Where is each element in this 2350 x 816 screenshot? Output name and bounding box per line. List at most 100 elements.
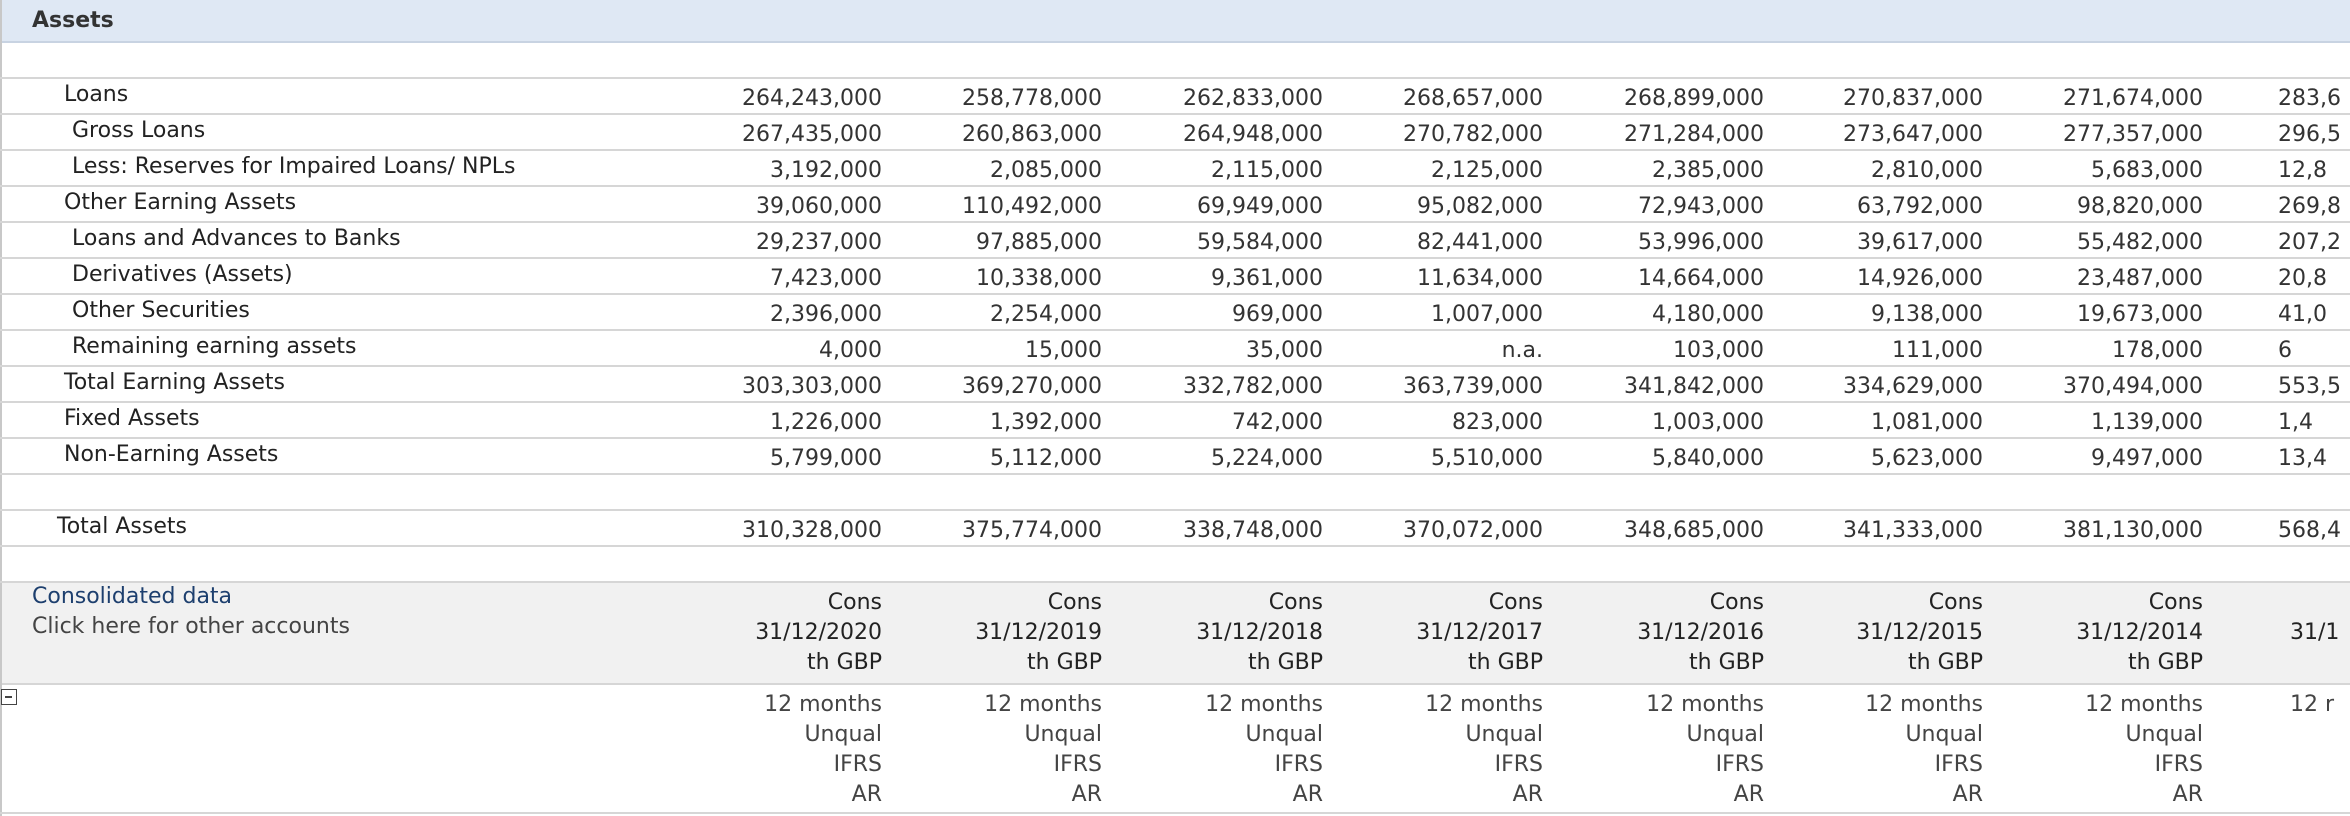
- row-divider: [0, 365, 2350, 367]
- column-head: Cons: [827, 590, 882, 615]
- cell-value: 2,085,000: [990, 158, 1102, 183]
- cell-value: 262,833,000: [1183, 86, 1323, 111]
- cell-value: 29,237,000: [756, 230, 882, 255]
- collapse-icon[interactable]: [1, 689, 17, 705]
- cell-value: 264,948,000: [1183, 122, 1323, 147]
- column-detail: IFRS: [2154, 752, 2203, 777]
- column-head: th GBP: [1027, 650, 1102, 675]
- column-detail: IFRS: [1494, 752, 1543, 777]
- cell-value: 72,943,000: [1638, 194, 1764, 219]
- cell-value: 823,000: [1452, 410, 1543, 435]
- column-detail: IFRS: [1053, 752, 1102, 777]
- column-detail: AR: [851, 782, 882, 807]
- cell-value: 2,125,000: [1431, 158, 1543, 183]
- cell-value: 23,487,000: [2077, 266, 2203, 291]
- cell-value: 1,392,000: [990, 410, 1102, 435]
- cell-value-cut: 41,0: [2278, 302, 2327, 327]
- column-head: Cons: [1488, 590, 1543, 615]
- cell-value: 273,647,000: [1843, 122, 1983, 147]
- column-detail: 12 months: [764, 692, 882, 717]
- column-detail: AR: [1733, 782, 1764, 807]
- column-head: Cons: [1047, 590, 1102, 615]
- cell-value: 5,683,000: [2091, 158, 2203, 183]
- column-head: Cons: [1268, 590, 1323, 615]
- cell-value: 97,885,000: [976, 230, 1102, 255]
- cell-value: 2,385,000: [1652, 158, 1764, 183]
- column-detail: 12 months: [1865, 692, 1983, 717]
- row-divider: [0, 149, 2350, 151]
- cell-value: 270,837,000: [1843, 86, 1983, 111]
- cell-value: 370,494,000: [2063, 374, 2203, 399]
- row-label: Other Earning Assets: [64, 190, 297, 215]
- cell-value-cut: 6: [2278, 338, 2292, 363]
- column-head: th GBP: [807, 650, 882, 675]
- column-head: 31/12/2016: [1637, 620, 1764, 645]
- column-head: Cons: [2148, 590, 2203, 615]
- cell-value: 341,333,000: [1843, 518, 1983, 543]
- consolidated-link[interactable]: Consolidated data: [32, 584, 233, 609]
- column-detail: AR: [2172, 782, 2203, 807]
- cell-value-cut: 13,4: [2278, 446, 2327, 471]
- section-title: Assets: [32, 8, 114, 33]
- cell-value: 264,243,000: [742, 86, 882, 111]
- column-detail: Unqual: [1024, 722, 1102, 747]
- column-detail: 12 months: [1205, 692, 1323, 717]
- row-label: Gross Loans: [72, 118, 206, 143]
- other-accounts-link[interactable]: Click here for other accounts: [32, 614, 350, 639]
- cell-value: 5,799,000: [770, 446, 882, 471]
- cell-value: 348,685,000: [1624, 518, 1764, 543]
- column-head: 31/12/2019: [975, 620, 1102, 645]
- column-head: Cons: [1709, 590, 1764, 615]
- column-detail: 12 months: [984, 692, 1102, 717]
- cell-value: 267,435,000: [742, 122, 882, 147]
- cell-value-cut: 20,8: [2278, 266, 2327, 291]
- cell-value: 98,820,000: [2077, 194, 2203, 219]
- cell-value: 338,748,000: [1183, 518, 1323, 543]
- bottom-border: [0, 812, 2350, 814]
- row-divider: [0, 77, 2350, 79]
- cell-value: 19,673,000: [2077, 302, 2203, 327]
- column-head: th GBP: [2128, 650, 2203, 675]
- cell-value: 369,270,000: [962, 374, 1102, 399]
- column-head: 31/12/2014: [2076, 620, 2203, 645]
- cell-value: 2,396,000: [770, 302, 882, 327]
- column-detail: 12 months: [1646, 692, 1764, 717]
- cell-value: 103,000: [1673, 338, 1764, 363]
- cell-value: 1,007,000: [1431, 302, 1543, 327]
- cell-value: 110,492,000: [962, 194, 1102, 219]
- cell-value: 35,000: [1246, 338, 1323, 363]
- column-detail: AR: [1292, 782, 1323, 807]
- cell-value: 334,629,000: [1843, 374, 1983, 399]
- column-detail: IFRS: [1934, 752, 1983, 777]
- cell-value: 258,778,000: [962, 86, 1102, 111]
- column-detail: Unqual: [804, 722, 882, 747]
- cell-value: 53,996,000: [1638, 230, 1764, 255]
- row-divider: [0, 401, 2350, 403]
- cell-value: 1,003,000: [1652, 410, 1764, 435]
- cell-value: n.a.: [1501, 338, 1543, 363]
- column-detail: Unqual: [1245, 722, 1323, 747]
- column-detail: IFRS: [1274, 752, 1323, 777]
- cell-value: 5,623,000: [1871, 446, 1983, 471]
- cell-value: 59,584,000: [1197, 230, 1323, 255]
- cell-value: 969,000: [1232, 302, 1323, 327]
- cell-value: 3,192,000: [770, 158, 882, 183]
- row-divider: [0, 581, 2350, 583]
- footer-band: [0, 582, 2350, 685]
- row-label: Non-Earning Assets: [64, 442, 279, 467]
- cell-value: 2,254,000: [990, 302, 1102, 327]
- cell-value: 55,482,000: [2077, 230, 2203, 255]
- cell-value: 14,664,000: [1638, 266, 1764, 291]
- cell-value-cut: 568,4: [2278, 518, 2341, 543]
- cell-value-cut: 283,6: [2278, 86, 2341, 111]
- column-head: th GBP: [1908, 650, 1983, 675]
- cell-value: 375,774,000: [962, 518, 1102, 543]
- cell-value: 332,782,000: [1183, 374, 1323, 399]
- cell-value: 63,792,000: [1857, 194, 1983, 219]
- cell-value: 4,000: [819, 338, 882, 363]
- cell-value: 4,180,000: [1652, 302, 1764, 327]
- cell-value: 9,138,000: [1871, 302, 1983, 327]
- row-divider: [0, 185, 2350, 187]
- row-label: Fixed Assets: [64, 406, 200, 431]
